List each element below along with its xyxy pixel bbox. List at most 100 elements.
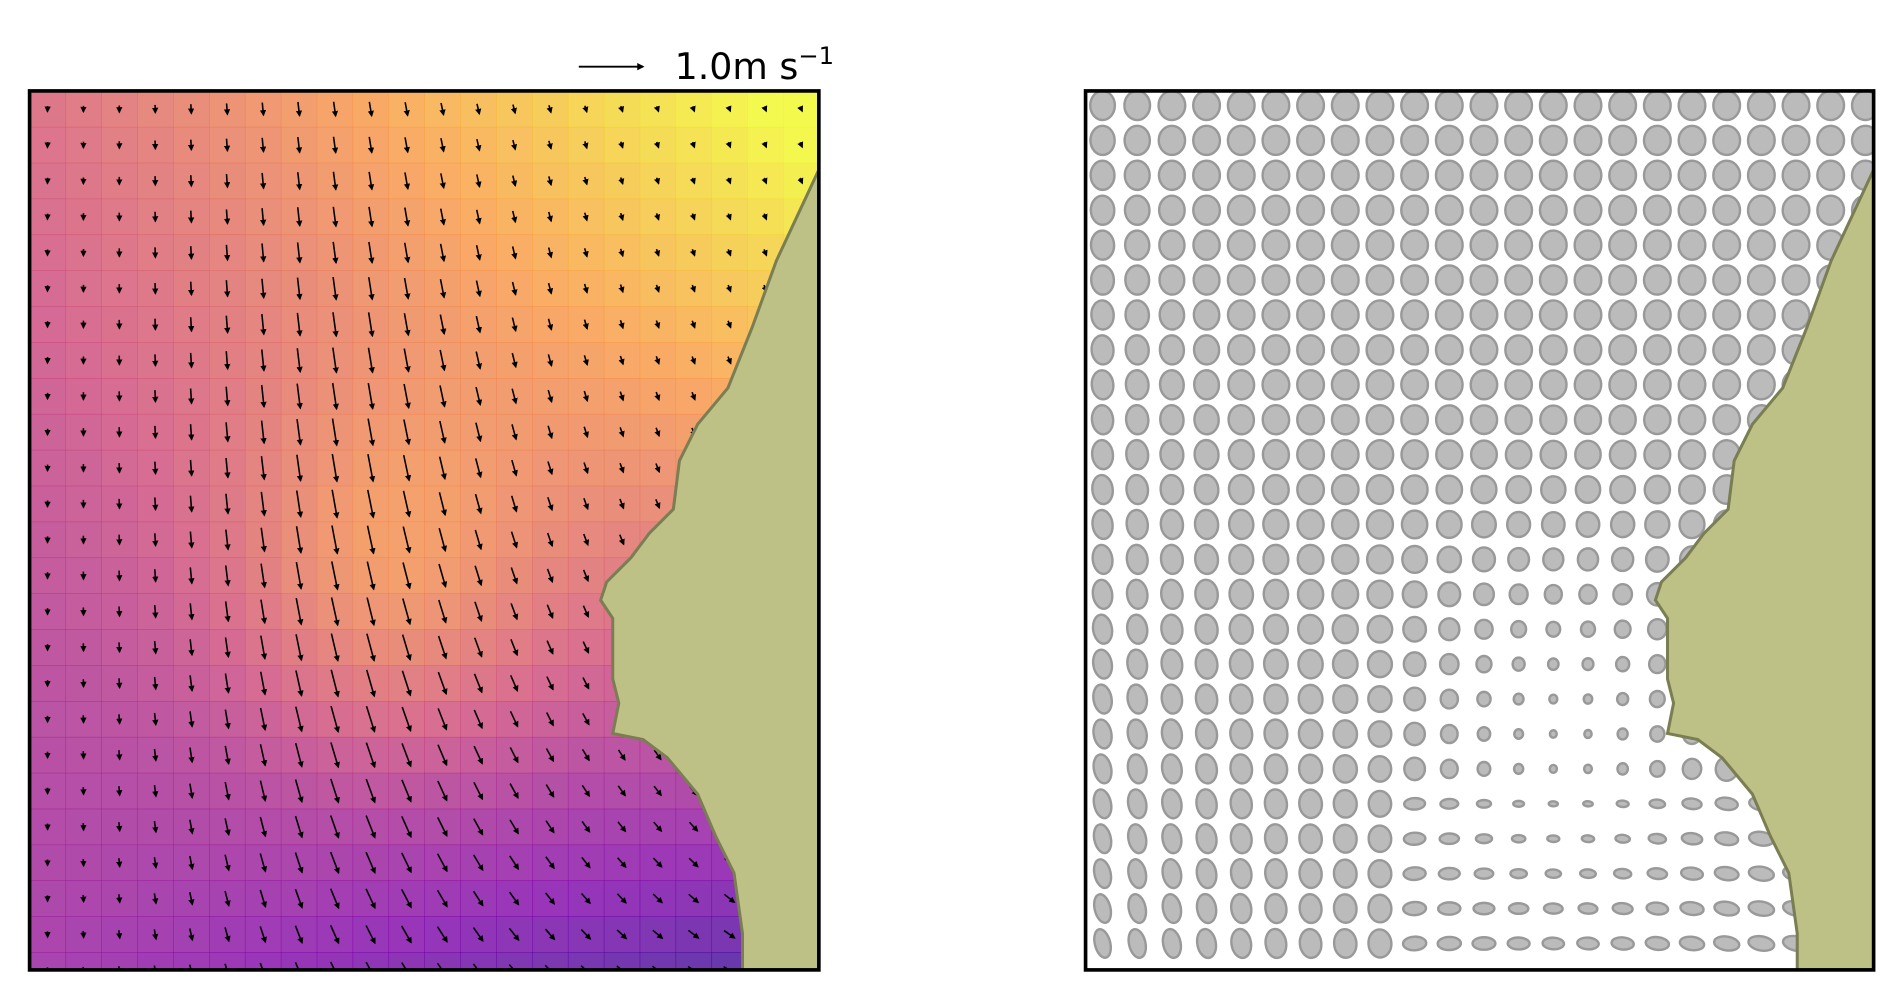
velocity-arrow (688, 857, 699, 868)
strain-ellipse (1677, 439, 1707, 471)
strain-ellipse (1089, 124, 1116, 157)
velocity-arrow (259, 853, 268, 873)
strain-ellipse (1608, 334, 1638, 366)
velocity-arrow (475, 209, 482, 225)
velocity-arrow (366, 489, 376, 519)
strain-ellipse (1092, 823, 1113, 855)
strain-ellipse (1126, 823, 1148, 855)
velocity-arrow (582, 248, 589, 258)
strain-ellipse (1576, 936, 1600, 951)
strain-ellipse (1642, 194, 1672, 226)
strain-ellipse (1401, 580, 1428, 609)
velocity-arrow (330, 961, 336, 970)
velocity-arrow (618, 212, 625, 222)
velocity-arrow (366, 525, 376, 555)
velocity-arrow (329, 925, 340, 945)
velocity-arrow (510, 603, 519, 621)
strain-ellipse (1229, 718, 1254, 750)
strain-ellipse (1194, 578, 1219, 611)
velocity-arrow (295, 526, 304, 555)
strain-ellipse (1539, 439, 1568, 470)
velocity-arrow (260, 635, 268, 660)
strain-ellipse (1226, 159, 1256, 192)
strain-ellipse (1644, 510, 1671, 539)
velocity-arrow (330, 633, 340, 663)
velocity-arrow (365, 778, 377, 804)
velocity-arrow (582, 641, 590, 654)
strain-ellipse (1642, 404, 1672, 436)
velocity-arrow (580, 892, 591, 905)
velocity-arrow (797, 177, 804, 185)
strain-ellipse (1365, 194, 1395, 226)
velocity-arrow (475, 103, 482, 116)
strain-ellipse (1092, 683, 1114, 715)
strain-ellipse (1330, 473, 1360, 506)
field-cell (460, 952, 497, 970)
velocity-arrow (294, 852, 304, 874)
strain-ellipse (1713, 900, 1741, 917)
strain-ellipse (1262, 613, 1290, 645)
strain-ellipse (1090, 369, 1115, 401)
strain-ellipse (1472, 901, 1496, 916)
strain-ellipse (1504, 369, 1534, 401)
strain-ellipse (1677, 369, 1707, 401)
velocity-arrow (329, 815, 340, 839)
velocity-arrow (616, 965, 628, 970)
strain-ellipse (1712, 229, 1742, 261)
velocity-arrow (224, 315, 231, 334)
velocity-arrow (329, 888, 340, 910)
strain-ellipse (1296, 543, 1325, 576)
velocity-arrow (188, 317, 195, 333)
strain-ellipse (1261, 124, 1291, 157)
strain-ellipse (1089, 264, 1116, 296)
strain-ellipse (1469, 194, 1499, 226)
velocity-arrow (188, 281, 195, 297)
strain-ellipse (1262, 578, 1290, 610)
strain-ellipse (1574, 439, 1602, 470)
field-cell (424, 952, 461, 970)
strain-ellipse (1158, 369, 1185, 401)
velocity-arrow (546, 640, 554, 655)
strain-ellipse (1538, 90, 1568, 122)
velocity-arrow (510, 104, 517, 115)
strain-ellipse (1538, 264, 1568, 296)
velocity-arrow (116, 822, 123, 833)
strain-ellipse (1538, 124, 1568, 157)
velocity-arrow (330, 669, 340, 698)
velocity-arrow (224, 244, 231, 262)
strain-ellipse (1581, 657, 1595, 672)
left-frame (27, 89, 821, 972)
velocity-arrow (654, 427, 661, 438)
strain-ellipse (1547, 800, 1560, 808)
velocity-arrow (688, 821, 699, 832)
velocity-arrow (439, 138, 446, 153)
velocity-arrow (294, 888, 304, 909)
velocity-arrow (473, 673, 483, 694)
strain-ellipse (1474, 618, 1494, 640)
strain-ellipse (1439, 758, 1459, 780)
velocity-arrow (439, 243, 447, 263)
quiver-key-unit: 1.0m s (675, 45, 799, 88)
left-panel (29, 90, 819, 970)
strain-ellipse (1677, 299, 1707, 331)
velocity-arrow (116, 642, 123, 654)
strain-ellipse (1712, 264, 1742, 296)
strain-ellipse (1512, 762, 1525, 776)
strain-ellipse (1331, 614, 1360, 645)
velocity-arrow (618, 284, 625, 294)
velocity-arrow (654, 320, 661, 330)
strain-ellipse (1193, 438, 1220, 471)
strain-ellipse (1434, 334, 1464, 366)
velocity-arrow (546, 211, 553, 223)
strain-ellipse (1161, 823, 1183, 855)
strain-ellipse (1573, 264, 1603, 296)
strain-ellipse (1124, 369, 1150, 401)
strain-ellipse (1577, 902, 1599, 915)
velocity-arrow (365, 925, 376, 945)
velocity-arrow (652, 965, 664, 970)
velocity-arrow (545, 712, 554, 727)
velocity-arrow (510, 531, 519, 549)
strain-ellipse (1402, 831, 1427, 846)
velocity-arrow (472, 927, 484, 942)
strain-ellipse (1195, 857, 1218, 890)
